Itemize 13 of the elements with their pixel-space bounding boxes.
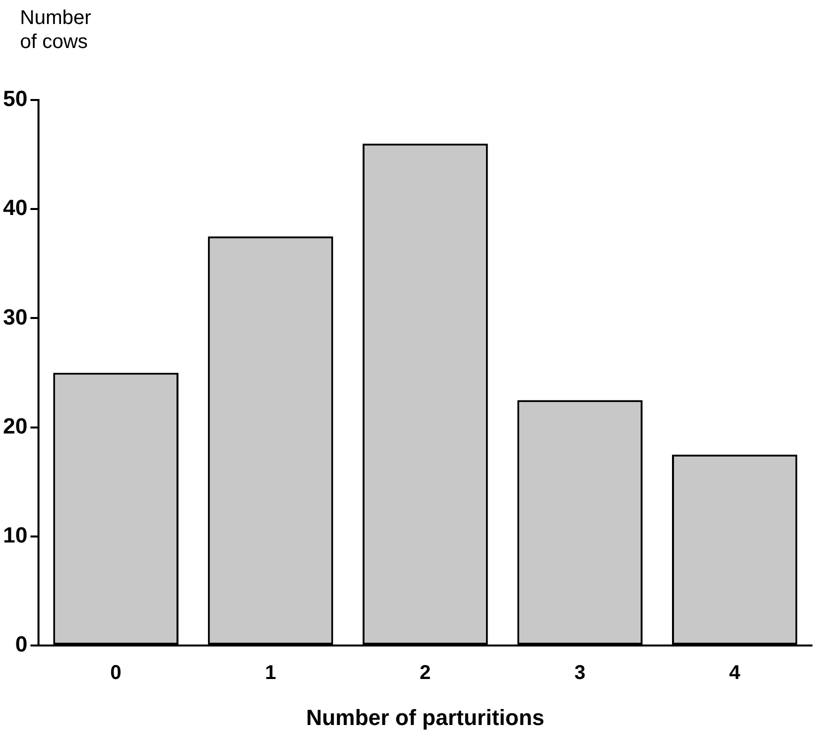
x-tick-label: 2 bbox=[420, 662, 431, 684]
y-tick-label: 30 bbox=[2, 304, 28, 330]
y-tick-label: 50 bbox=[2, 86, 28, 112]
y-tick-label: 20 bbox=[2, 413, 28, 438]
x-tick-label: 0 bbox=[110, 662, 122, 684]
x-tick-label: 4 bbox=[729, 662, 742, 684]
y-tick-label: 40 bbox=[2, 195, 28, 220]
y-tick-label: 0 bbox=[15, 632, 28, 657]
x-axis-title: Number of parturitions bbox=[306, 704, 544, 730]
x-tick-label: 1 bbox=[264, 662, 276, 684]
x-tick-label: 3 bbox=[574, 662, 586, 684]
y-axis-title: Number of cows bbox=[20, 6, 92, 54]
y-tick-label: 10 bbox=[2, 522, 28, 548]
